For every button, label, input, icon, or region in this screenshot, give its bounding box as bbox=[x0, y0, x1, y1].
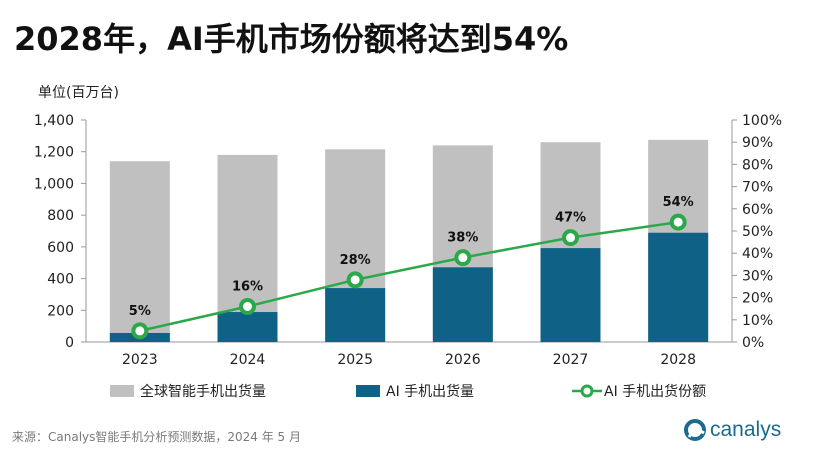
canalys-logo: canalys bbox=[684, 418, 781, 442]
legend-label-ai: AI 手机出货量 bbox=[386, 384, 475, 400]
legend-item-ai: AI 手机出货量 bbox=[356, 381, 474, 401]
y-right-tick-label: 40% bbox=[742, 246, 773, 262]
y-right-tick-label: 50% bbox=[742, 224, 773, 240]
bar-total-shipments bbox=[109, 161, 170, 342]
share-point bbox=[239, 297, 256, 315]
share-line bbox=[139, 220, 679, 333]
legend-swatch-ai bbox=[356, 385, 380, 397]
x-tick-label: 2026 bbox=[445, 352, 481, 368]
share-point bbox=[454, 249, 472, 267]
legend-swatch-share bbox=[572, 384, 602, 398]
y-right-tick-label: 70% bbox=[742, 180, 773, 196]
legend-swatch-total bbox=[110, 385, 134, 397]
y-right-tick-label: 80% bbox=[742, 157, 773, 173]
source-note: 来源：Canalys智能手机分析预测数据，2024 年 5 月 bbox=[12, 430, 301, 444]
share-point bbox=[562, 229, 579, 247]
y-right-tick-label: 100% bbox=[742, 113, 782, 129]
share-data-label: 28% bbox=[340, 253, 371, 268]
y-left-tick-label: 1,200 bbox=[34, 145, 74, 161]
y-left-tick-label: 800 bbox=[47, 208, 74, 224]
y-right-tick-label: 90% bbox=[742, 135, 773, 151]
share-data-label: 47% bbox=[555, 211, 586, 226]
x-tick-label: 2028 bbox=[660, 352, 696, 368]
y-left-tick-label: 200 bbox=[47, 303, 74, 319]
y-left-tick-label: 600 bbox=[47, 240, 74, 256]
logo-text: canalys bbox=[710, 418, 782, 441]
legend-item-total: 全球智能手机出货量 bbox=[110, 381, 266, 401]
y-left-tick-label: 400 bbox=[47, 272, 74, 288]
canalys-logo-icon bbox=[684, 419, 706, 441]
share-data-label: 54% bbox=[663, 195, 694, 210]
y-right-tick-label: 20% bbox=[742, 291, 773, 307]
x-tick-label: 2027 bbox=[553, 352, 589, 368]
bar-ai-shipments bbox=[325, 288, 386, 342]
bar-ai-shipments bbox=[217, 312, 278, 342]
bar-ai-shipments bbox=[432, 267, 493, 342]
share-point bbox=[346, 271, 364, 289]
share-data-label: 5% bbox=[129, 304, 151, 319]
legend-label-share: AI 手机出货份额 bbox=[604, 384, 707, 400]
bar-ai-shipments bbox=[540, 248, 601, 342]
legend-label-total: 全球智能手机出货量 bbox=[140, 384, 266, 400]
y-right-tick-label: 10% bbox=[742, 313, 773, 329]
x-tick-label: 2023 bbox=[122, 352, 158, 368]
chart-svg: 0 200 400 600 800 1,000 1,200 1,400 0% 10% 20% 30% 4… bbox=[34, 113, 782, 368]
share-point bbox=[131, 322, 149, 340]
y-axis-unit-label: 单位(百万台) bbox=[38, 85, 119, 101]
y-left-tick-label: 1,000 bbox=[34, 176, 74, 192]
y-left-tick-label: 1,400 bbox=[34, 113, 74, 129]
share-point bbox=[669, 213, 687, 231]
chart-title: 2028年，AI手机市场份额将达到54% bbox=[14, 20, 569, 58]
x-tick-label: 2025 bbox=[337, 352, 373, 368]
y-right-tick-label: 30% bbox=[742, 268, 773, 284]
share-data-label: 16% bbox=[232, 279, 263, 294]
legend-item-share: AI 手机出货份额 bbox=[572, 381, 706, 401]
y-left-tick-label: 0 bbox=[65, 335, 74, 351]
y-right-tick-label: 0% bbox=[742, 335, 764, 351]
x-tick-label: 2024 bbox=[230, 352, 266, 368]
legend: 全球智能手机出货量 AI 手机出货量 AI 手机出货份额 bbox=[0, 381, 820, 407]
share-data-label: 38% bbox=[447, 231, 478, 246]
bar-ai-shipments bbox=[648, 232, 709, 342]
y-right-tick-label: 60% bbox=[742, 202, 773, 218]
